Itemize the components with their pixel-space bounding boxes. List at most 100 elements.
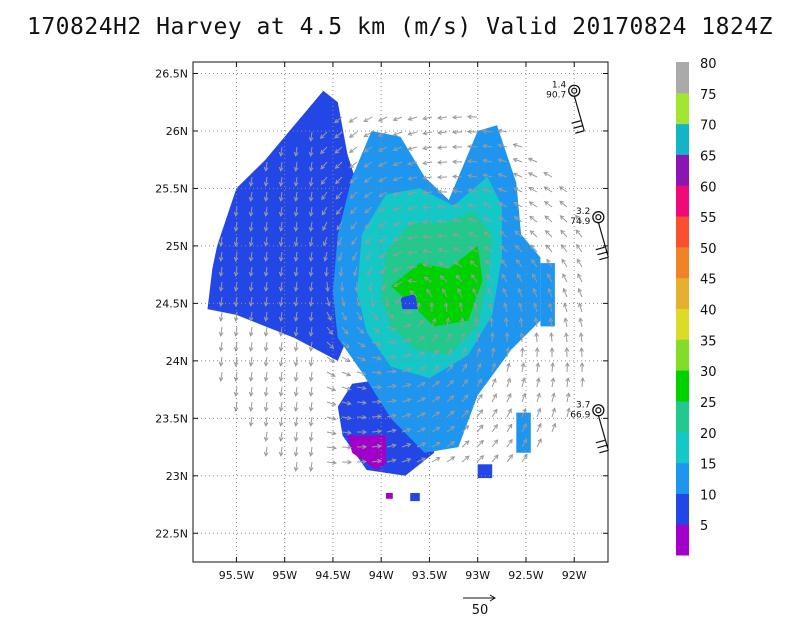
wind-vector-head: [354, 287, 359, 293]
wind-vector-head: [548, 317, 554, 323]
wind-barb-flag: [599, 449, 609, 454]
wind-vector-head: [478, 424, 484, 430]
wind-vector-head: [392, 131, 398, 137]
colorbar: 5 10 15 20 25 30 35 40 45 50 55 60 65 70 75 80: [676, 57, 717, 556]
wind-vector-head: [517, 287, 522, 293]
wind-vector-head: [576, 258, 581, 264]
wind-vector-head: [248, 346, 254, 352]
wind-vector-head: [493, 423, 498, 429]
wind-vector-head: [392, 369, 398, 374]
wind-vector: [335, 161, 343, 169]
wind-barb-staff: [573, 95, 585, 131]
wind-vector: [356, 356, 366, 361]
wind-vector: [380, 266, 388, 274]
wind-vector-head: [466, 114, 472, 120]
wind-vector: [295, 326, 298, 336]
wind-vector-head: [578, 317, 584, 323]
wind-vector-head: [448, 348, 453, 354]
wind-barb-flag: [597, 251, 607, 256]
wind-vector-head: [293, 151, 299, 157]
wind-vector-head: [339, 287, 345, 293]
wind-vector-head: [421, 442, 427, 447]
wind-vector-head: [308, 376, 314, 382]
colorbar-swatch: [676, 400, 689, 433]
wind-vector: [423, 264, 433, 268]
wind-vector-head: [489, 316, 494, 322]
wind-vector-head: [436, 189, 442, 195]
colorbar-label: 10: [700, 488, 717, 503]
wind-vector: [423, 191, 433, 194]
wind-vector-head: [278, 151, 284, 157]
wind-vector-head: [518, 302, 523, 308]
wind-vector-head: [327, 316, 332, 322]
wind-vector-head: [368, 286, 374, 292]
wind-vector-head: [308, 226, 314, 232]
wind-vector: [265, 386, 268, 396]
wind-vector: [485, 260, 493, 268]
wind-vector: [431, 318, 436, 328]
wind-vector: [295, 296, 298, 306]
wind-vector-head: [559, 200, 565, 206]
wind-vector-head: [467, 158, 472, 164]
wind-vector-head: [407, 131, 413, 136]
wind-vector: [536, 378, 540, 388]
wind-vector: [461, 394, 469, 403]
wind-vector-head: [503, 317, 509, 322]
wind-vector-head: [293, 166, 299, 172]
wind-vector-head: [546, 258, 551, 264]
wind-vector-head: [218, 316, 224, 322]
wind-vector-head: [278, 331, 284, 337]
wind-vector: [295, 341, 298, 351]
wind-vector: [295, 416, 298, 426]
wind-vector: [461, 379, 468, 388]
wind-vector-head: [293, 241, 299, 247]
wind-vector: [401, 324, 411, 328]
colorbar-swatch: [676, 493, 689, 525]
wind-vector-head: [498, 216, 504, 222]
wind-vector-head: [532, 287, 537, 293]
wind-vector-head: [263, 361, 269, 367]
wind-vector: [393, 221, 403, 226]
wind-vector-head: [342, 315, 347, 321]
wind-vector-head: [218, 346, 224, 352]
wind-vector: [322, 221, 328, 231]
wind-vector: [351, 236, 358, 245]
wind-vector-head: [377, 384, 383, 390]
wind-vector: [484, 231, 493, 238]
wind-vector: [220, 356, 223, 366]
wind-vector: [461, 425, 469, 433]
wind-vector-head: [278, 436, 284, 442]
wind-vector-head: [406, 398, 412, 403]
wind-vector-head: [377, 117, 383, 122]
wind-vector-head: [528, 186, 534, 192]
colorbar-label: 60: [700, 180, 717, 195]
wind-vector: [386, 370, 397, 373]
wind-vector-head: [451, 159, 457, 165]
wind-vector: [491, 378, 497, 388]
wind-vector: [280, 176, 283, 186]
wind-vector-head: [407, 161, 413, 166]
wind-vector: [379, 251, 388, 259]
wind-vector: [483, 130, 493, 133]
wind-vector: [220, 371, 223, 381]
x-tick-label: 93W: [465, 569, 490, 582]
wind-vector: [371, 296, 374, 306]
wind-vector-head: [362, 444, 368, 450]
wind-vector-head: [263, 196, 269, 202]
wind-vector-head: [377, 132, 383, 137]
y-axis-ticks: 26.5N 26N 25.5N 25N 24.5N 24N 23.5N 23N 22.5N: [155, 67, 608, 540]
x-tick-label: 92W: [562, 569, 587, 582]
wind-vector-head: [392, 206, 398, 212]
wind-vector: [295, 251, 298, 261]
wind-vector-head: [508, 453, 514, 459]
wind-vector-head: [348, 148, 354, 154]
wind-vector: [535, 332, 538, 343]
wind-vector: [499, 216, 508, 223]
wind-vector-head: [278, 196, 284, 202]
wind-vector: [498, 202, 508, 208]
wind-vector-head: [218, 331, 224, 337]
wind-vector-head: [391, 443, 397, 449]
wind-vector: [468, 232, 478, 238]
wind-vector: [393, 236, 403, 241]
wind-vector-head: [528, 201, 534, 206]
